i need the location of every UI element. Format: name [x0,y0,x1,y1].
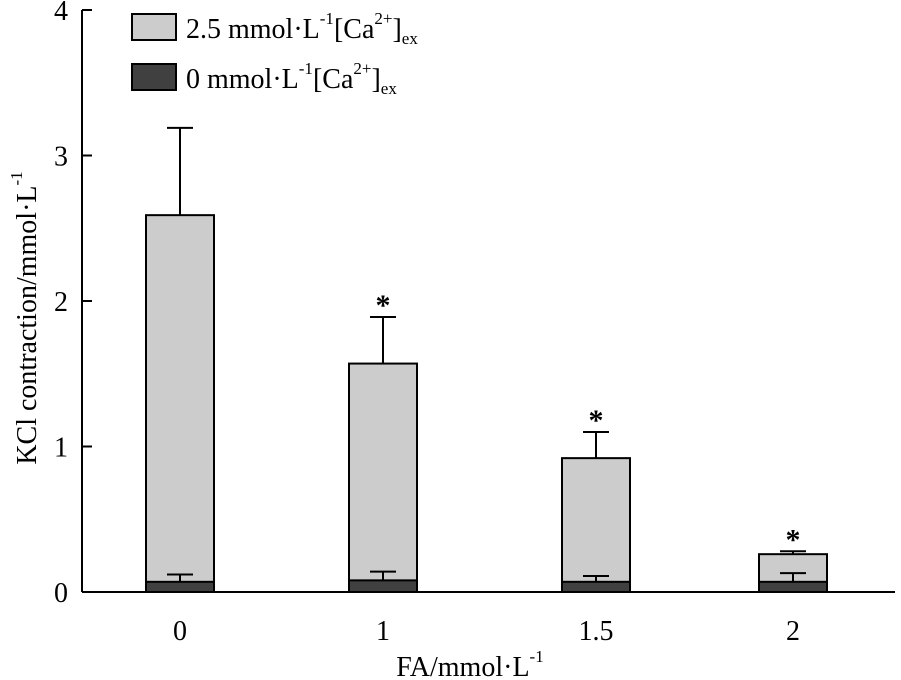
bars: * * * [145,126,828,594]
y-tick-label: 4 [54,0,68,27]
bar [758,580,828,594]
bar [348,362,418,593]
significance-marker: * [376,289,391,322]
bar [348,579,418,593]
axis-titles: FA/mmol·L-1 KCl contraction/mmol·L-1 [7,171,544,680]
x-tick-label: 2 [786,616,800,647]
y-tick-label: 0 [54,578,68,609]
legend-label: 2.5 mmol·L-1[Ca2+]ex [186,9,418,48]
y-axis-title: KCl contraction/mmol·L-1 [7,171,43,464]
bar [561,580,631,594]
significance-marker: * [786,523,801,556]
x-axis-title: FA/mmol·L-1 [396,647,543,680]
x-tick-label: 1 [376,616,390,647]
significance-marker: * [589,404,604,437]
x-tick-label: 0 [173,616,187,647]
bar [145,580,215,594]
legend: 2.5 mmol·L-1[Ca2+]ex 0 mmol·L-1[Ca2+]ex [131,9,418,98]
x-tick-label: 1.5 [579,616,614,647]
legend-swatch [131,63,177,91]
legend-label: 0 mmol·L-1[Ca2+]ex [186,59,397,98]
axes: 0 1 2 3 4 0 1 1.5 2 [54,0,895,647]
legend-swatch [131,13,177,41]
y-tick-label: 3 [54,142,68,173]
y-tick-label: 2 [54,287,68,318]
bar [145,214,215,593]
bar [561,457,631,594]
y-tick-label: 1 [54,433,68,464]
